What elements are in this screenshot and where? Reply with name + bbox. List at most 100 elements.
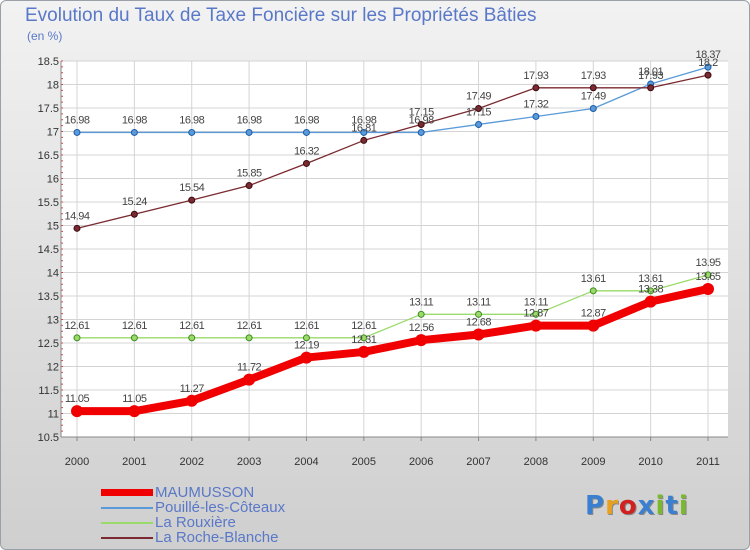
series-line (73, 284, 712, 416)
data-label: 16.32 (294, 145, 319, 157)
data-label: 17.32 (523, 98, 548, 110)
data-label: 16.98 (237, 114, 262, 126)
x-tick-label: 2003 (237, 456, 261, 468)
x-tick-label: 2001 (122, 456, 146, 468)
chart-title: Evolution du Taux de Taxe Foncière sur l… (25, 5, 537, 26)
x-tick-label: 2002 (179, 456, 203, 468)
y-tick-label: 15.5 (38, 197, 59, 209)
data-label: 12.61 (179, 320, 204, 332)
data-label: 12.31 (351, 334, 376, 346)
x-tick-label: 2010 (638, 456, 662, 468)
series-point (245, 334, 253, 342)
data-label: 18.01 (638, 66, 663, 78)
series-point (417, 128, 425, 136)
logo-letter: P (585, 491, 606, 521)
y-tick-label: 16.5 (38, 150, 59, 162)
series-point (73, 334, 81, 342)
series-point (475, 104, 483, 112)
series-point (360, 128, 368, 136)
x-tick-label: 2005 (352, 456, 376, 468)
data-label: 17.49 (466, 90, 491, 102)
series-point (417, 310, 425, 318)
data-label: 12.87 (581, 308, 606, 320)
data-label: 13.95 (695, 257, 720, 269)
y-tick-label: 14 (47, 268, 59, 280)
series-point (302, 159, 310, 167)
data-label: 11.27 (180, 383, 205, 395)
series-point (417, 120, 425, 128)
legend-label-pouille: Pouillé-les-Côteaux (155, 499, 286, 516)
y-unit-label: (en %) (27, 29, 63, 43)
data-label: 18.2 (698, 57, 718, 69)
data-label: 13.11 (524, 296, 549, 308)
data-label: 16.98 (64, 114, 89, 126)
y-tick-label: 17.5 (38, 103, 59, 115)
data-label: 17.15 (409, 106, 434, 118)
data-label: 13.11 (466, 296, 491, 308)
data-label: 15.54 (179, 182, 204, 194)
data-label: 12.61 (64, 320, 89, 332)
series-point (245, 128, 253, 136)
legend-swatch-pouille (101, 507, 153, 509)
data-label: 11.05 (122, 393, 147, 405)
series-point (130, 128, 138, 136)
data-label: 13.61 (581, 273, 606, 285)
series-point (245, 182, 253, 190)
legend-label-rouxiere: La Rouxière (155, 514, 236, 531)
series (71, 63, 714, 418)
series-point (73, 224, 81, 232)
legend-label-maumusson: MAUMUSSON (155, 484, 255, 501)
series-point (300, 351, 313, 364)
series-point (188, 334, 196, 342)
y-tick-label: 11 (48, 409, 59, 421)
data-label: 18.37 (695, 49, 720, 61)
data-label: 16.98 (294, 114, 319, 126)
legend-swatch-rouxiere (101, 522, 153, 524)
logo-letter: x (637, 491, 656, 521)
data-label: 16.98 (409, 114, 434, 126)
data-label: 13.11 (409, 296, 434, 308)
series-point (188, 196, 196, 204)
series-point (130, 210, 138, 218)
data-label: 12.19 (294, 340, 319, 352)
data-label: 12.56 (409, 322, 434, 334)
series-point (589, 287, 597, 295)
series-point (475, 310, 483, 318)
legend-label-roche-blanche: La Roche-Blanche (155, 529, 279, 546)
logo-letter: o (618, 491, 638, 521)
x-tick-label: 2006 (409, 456, 433, 468)
data-label: 16.81 (351, 122, 376, 134)
y-tick-label: 12.5 (38, 338, 59, 350)
series-point (188, 128, 196, 136)
x-tick-label: 2008 (524, 456, 548, 468)
series-point (71, 405, 83, 418)
logo-letter: r (605, 491, 619, 521)
x-tick-label: 2007 (466, 456, 490, 468)
data-label: 13.65 (695, 271, 720, 283)
data-label: 16.98 (179, 114, 204, 126)
legend-swatch-maumusson (101, 489, 153, 496)
data-label: 12.61 (122, 320, 147, 332)
y-tick-label: 16 (47, 174, 59, 186)
y-tick-label: 11.5 (38, 385, 59, 397)
legend-swatch-roche-blanche (101, 537, 153, 539)
series-point (360, 136, 368, 144)
x-tick-label: 2009 (581, 456, 605, 468)
series-point (589, 84, 597, 92)
y-tick-label: 13.5 (38, 291, 59, 303)
y-tick-label: 15 (47, 221, 59, 233)
y-tick-label: 10.5 (38, 432, 59, 444)
data-label: 12.61 (351, 320, 376, 332)
data-label: 17.93 (581, 70, 606, 82)
series-point (532, 112, 540, 120)
series-point (704, 71, 712, 79)
series-point (472, 328, 485, 341)
x-tick-label: 2011 (696, 456, 720, 468)
y-tick-label: 13 (47, 315, 59, 327)
data-label: 12.61 (294, 320, 319, 332)
data-label: 11.72 (237, 362, 262, 374)
series-point (475, 120, 483, 128)
y-tick-label: 17 (47, 127, 59, 139)
